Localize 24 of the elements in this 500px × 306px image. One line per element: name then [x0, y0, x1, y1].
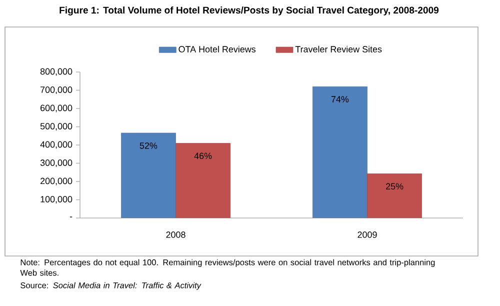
y-tick-label: 300,000 [40, 160, 72, 167]
y-tick-label: 100,000 [40, 196, 72, 204]
x-tick-label: 2009 [358, 232, 377, 238]
bar [367, 174, 422, 218]
source-note: Source: Social Media in Travel: Traffic & Activity [20, 282, 202, 290]
text: Note: Percentages do not equal 100. Remaining reviews/posts were on social travel networks and trip-planning Web sites. [20, 259, 435, 276]
bar [312, 86, 368, 218]
annotation: 52% [140, 142, 158, 149]
y-tick-label: 800,000 [40, 68, 72, 76]
y-tick-label: 400,000 [40, 141, 72, 149]
annotation: 25% [386, 183, 404, 190]
x-tick-label: 2008 [166, 232, 186, 238]
bar [176, 143, 230, 218]
chart-title: Figure 1: Total Volume of Hotel Reviews/Posts by Social Travel Category, 2008-2009 [60, 6, 439, 16]
y-tick-label: 200,000 [40, 178, 72, 186]
y-tick-label: 600,000 [40, 104, 72, 112]
legend-label: OTA Hotel Reviews [178, 46, 256, 52]
y-tick-label: 700,000 [40, 86, 72, 94]
annotation: 46% [194, 152, 212, 160]
legend-label: Traveler Review Sites [295, 46, 382, 52]
y-tick-label: - [70, 216, 72, 218]
annotation: 74% [331, 96, 349, 102]
bar [121, 132, 176, 218]
y-tick-label: 500,000 [40, 123, 72, 130]
